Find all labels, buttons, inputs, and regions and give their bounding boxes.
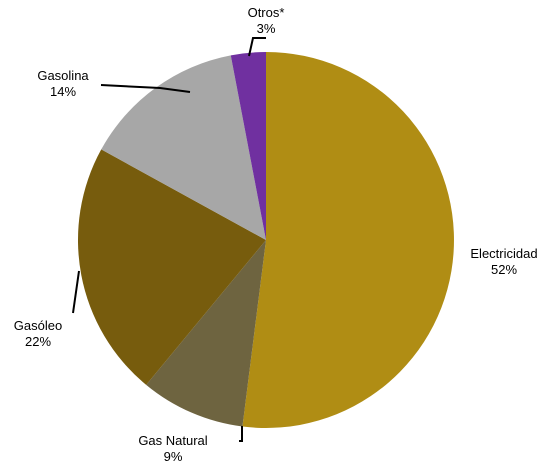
slice-label-electricidad: Electricidad 52%: [470, 246, 537, 277]
pie-slice-gasolina: [101, 55, 266, 240]
leader-line-gasolina: [100, 84, 191, 93]
slice-labels: Electricidad 52%Gas Natural 9%Gasóleo 22%Ga…: [14, 5, 538, 464]
pie-slice-gas-natural: [146, 240, 266, 427]
slice-name: Otros*: [248, 5, 285, 20]
slice-percent: 3%: [257, 21, 276, 36]
slice-name: Gas Natural: [138, 433, 207, 448]
slice-name: Gasóleo: [14, 318, 62, 333]
slice-percent: 52%: [491, 262, 517, 277]
slice-label-gasoleo: Gasóleo 22%: [14, 318, 62, 349]
slice-name: Gasolina: [37, 68, 89, 83]
pie-slice-electricidad: [242, 52, 454, 428]
leader-line-gas-natural: [239, 426, 243, 442]
slice-label-gasolina: Gasolina 14%: [37, 68, 89, 99]
slice-percent: 22%: [25, 334, 51, 349]
pie-slice-otros: [230, 52, 266, 240]
pie-slices: [77, 52, 454, 428]
leader-line-gasoleo: [72, 270, 80, 314]
slice-percent: 14%: [50, 84, 76, 99]
slice-name: Electricidad: [470, 246, 537, 261]
slice-label-otros: Otros* 3%: [248, 5, 285, 36]
pie-slice-gasoleo: [77, 149, 267, 385]
leader-lines: [72, 37, 266, 442]
slice-percent: 9%: [164, 449, 183, 464]
leader-line-otros: [248, 37, 266, 57]
slice-label-gas-natural: Gas Natural 9%: [138, 433, 207, 464]
